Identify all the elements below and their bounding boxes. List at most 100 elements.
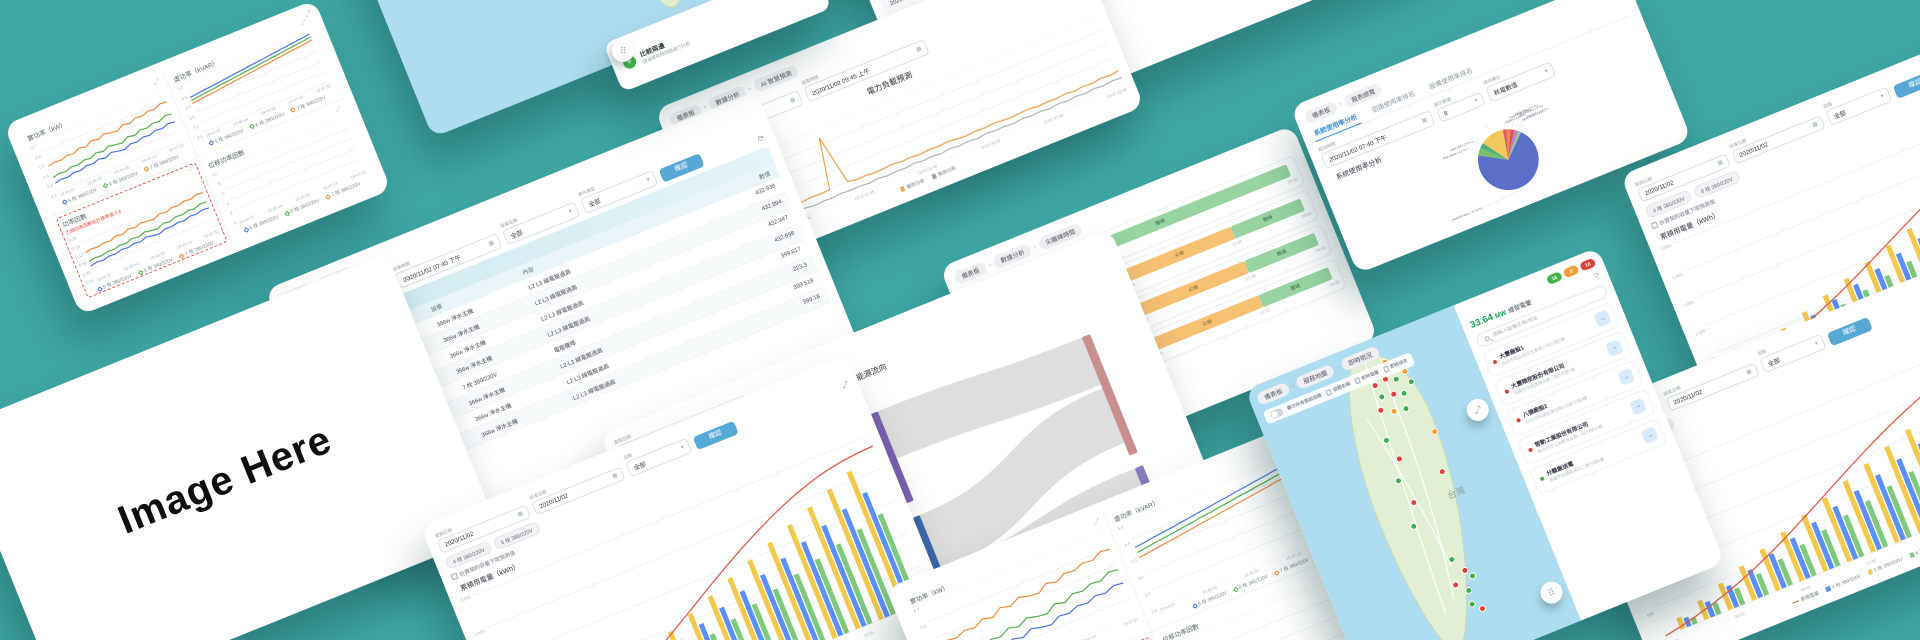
legend-swatch: [1192, 603, 1197, 608]
map-marker[interactable]: [1468, 600, 1476, 608]
taiwan-map[interactable]: 台灣: [1245, 305, 1582, 640]
cumulative-line: [1611, 337, 1920, 636]
status-dot: [1527, 446, 1534, 453]
expand-icon[interactable]: ⤢: [840, 379, 850, 391]
map-marker[interactable]: [1469, 572, 1477, 580]
map-marker[interactable]: [1478, 605, 1487, 613]
pie-slice[interactable]: [1499, 129, 1526, 160]
chevron-down-icon: ▾: [646, 176, 651, 184]
pie-slice[interactable]: [1499, 130, 1527, 160]
map-marker[interactable]: [1452, 581, 1460, 589]
checkbox-icon: [1650, 221, 1658, 230]
chart-plot: [78, 184, 218, 277]
bar: [1865, 499, 1889, 548]
map-marker[interactable]: [1465, 586, 1473, 595]
bar: [1780, 530, 1806, 582]
sankey-flow[interactable]: [877, 330, 1101, 466]
bar: [688, 612, 722, 640]
pie-slice[interactable]: [1500, 131, 1529, 160]
bar: [780, 557, 821, 640]
breadcrumb-separator: >: [1337, 101, 1344, 108]
legend-swatch: [284, 210, 290, 216]
goto-button[interactable]: →: [1617, 367, 1636, 387]
calendar-icon: ▦: [1716, 159, 1724, 167]
legend-swatch: [1233, 586, 1238, 592]
map-marker[interactable]: [1390, 390, 1398, 398]
bar: [1697, 599, 1710, 620]
field-value: 全部: [1766, 356, 1782, 368]
pie-slice[interactable]: [1481, 129, 1514, 166]
sankey-node-right[interactable]: [1082, 334, 1138, 456]
calendar-icon: ▦: [516, 510, 525, 519]
pie-slice[interactable]: [1498, 128, 1524, 160]
field-value: 全部: [587, 197, 602, 209]
pie-slice[interactable]: [1476, 140, 1509, 170]
legend-swatch: [179, 253, 184, 258]
calendar-icon: ▦: [1811, 121, 1819, 129]
bar: [1822, 496, 1853, 563]
map-marker[interactable]: [1438, 468, 1446, 476]
map-marker[interactable]: [1402, 405, 1410, 413]
goto-button[interactable]: →: [1628, 396, 1648, 416]
status-dot: [1504, 388, 1510, 394]
map-marker[interactable]: [1377, 406, 1385, 414]
bar: [1896, 458, 1920, 531]
sankey-flow[interactable]: [901, 388, 1143, 570]
pie-slice[interactable]: [1497, 128, 1517, 160]
bar: [1768, 553, 1788, 589]
refresh-icon[interactable]: ⟳: [756, 133, 766, 144]
bar: [1886, 485, 1913, 539]
confirm-button[interactable]: 確認: [1892, 69, 1920, 99]
pie-slice[interactable]: [1479, 137, 1509, 168]
refresh-icon[interactable]: ⟳: [1593, 271, 1602, 281]
map-marker[interactable]: [1461, 566, 1469, 574]
goto-button[interactable]: →: [1593, 309, 1612, 328]
taiwan-island: [558, 0, 685, 8]
cumulative-chart-card: 查詢日期 2020/11/02▦ 結束日期 2020/11/02▦ 迴路 全部▾…: [420, 354, 956, 640]
map-marker[interactable]: [1448, 555, 1456, 564]
map-marker[interactable]: [1431, 428, 1439, 436]
bar: [1821, 528, 1842, 567]
cumulative-chart: 3,0002,4001,8001,200600000:0004:0008:001…: [460, 432, 939, 640]
bar: [731, 617, 757, 640]
status-dot: [1539, 476, 1545, 482]
image-placeholder-label: Image Here: [111, 416, 338, 543]
map-marker[interactable]: [1394, 477, 1403, 485]
map-marker[interactable]: [1407, 378, 1415, 386]
toggle-switch[interactable]: [1269, 407, 1285, 420]
map-marker[interactable]: [1378, 393, 1386, 401]
taiwan-map[interactable]: 金門台灣: [298, 0, 980, 138]
pie-slice[interactable]: [1472, 129, 1547, 199]
pie-slice[interactable]: [1498, 128, 1521, 160]
sankey-node-mid[interactable]: [869, 411, 914, 504]
map-marker[interactable]: [1395, 455, 1403, 463]
map-marker[interactable]: [1410, 522, 1418, 530]
bar: [1718, 582, 1734, 611]
checkbox-icon: [1353, 377, 1361, 385]
goto-button[interactable]: →: [1605, 338, 1624, 357]
bar: [739, 590, 775, 640]
chart-series: [85, 201, 211, 261]
map-marker[interactable]: [1392, 375, 1400, 383]
calendar-icon: ▦: [488, 239, 496, 248]
chart-plot: [921, 531, 1137, 640]
map-marker[interactable]: [1410, 499, 1418, 507]
chart-series: [941, 582, 1131, 640]
legend-swatch: [103, 183, 108, 188]
breadcrumb-separator: >: [987, 261, 993, 269]
map-marker[interactable]: [1400, 389, 1408, 397]
goto-button[interactable]: →: [1640, 426, 1659, 445]
legend-swatch: [144, 166, 149, 172]
line-chart: 0.20 0.16 0.12 0.08 0.04 0.00 19:44:37 19:45:44…: [67, 184, 219, 287]
map-marker[interactable]: [1390, 407, 1398, 415]
bar: [1676, 616, 1687, 630]
calendar-icon: ▦: [611, 472, 619, 480]
chevron-down-icon: ▾: [1473, 97, 1479, 105]
map-control-button[interactable]: ⠿: [612, 40, 634, 62]
map-marker[interactable]: [1382, 436, 1391, 444]
map-marker[interactable]: [1371, 382, 1379, 390]
bar: [699, 622, 728, 640]
